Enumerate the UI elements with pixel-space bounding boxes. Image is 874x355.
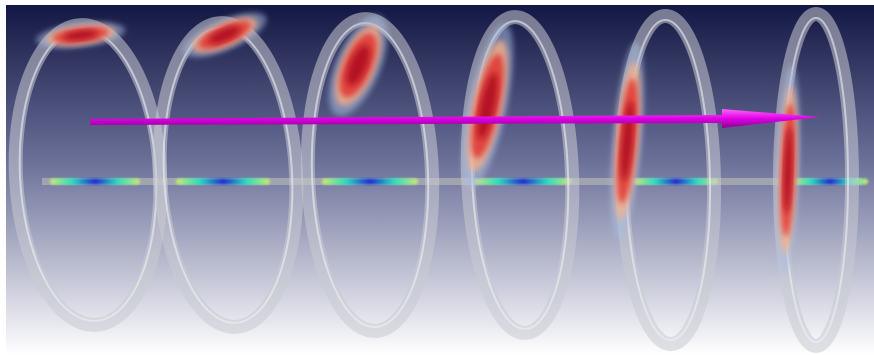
axis-field-segment — [322, 178, 418, 185]
ring — [152, 12, 304, 334]
rings — [8, 7, 859, 353]
top-border — [0, 0, 874, 5]
axis-field-segment — [176, 178, 270, 185]
axis-rod — [42, 178, 862, 185]
magenta-vector-arrow — [90, 109, 820, 128]
ring — [460, 10, 580, 340]
axis-field-segment — [50, 178, 140, 185]
ring — [773, 7, 859, 353]
field-hotspot — [783, 128, 793, 212]
ring — [610, 9, 722, 351]
ring — [300, 12, 440, 338]
axis-field-segment — [474, 178, 572, 185]
axis-field-segment — [634, 178, 718, 185]
left-border — [0, 0, 6, 355]
field-hotspot — [346, 45, 370, 86]
field-hotspot — [63, 30, 98, 41]
field-hotspot — [209, 26, 241, 44]
